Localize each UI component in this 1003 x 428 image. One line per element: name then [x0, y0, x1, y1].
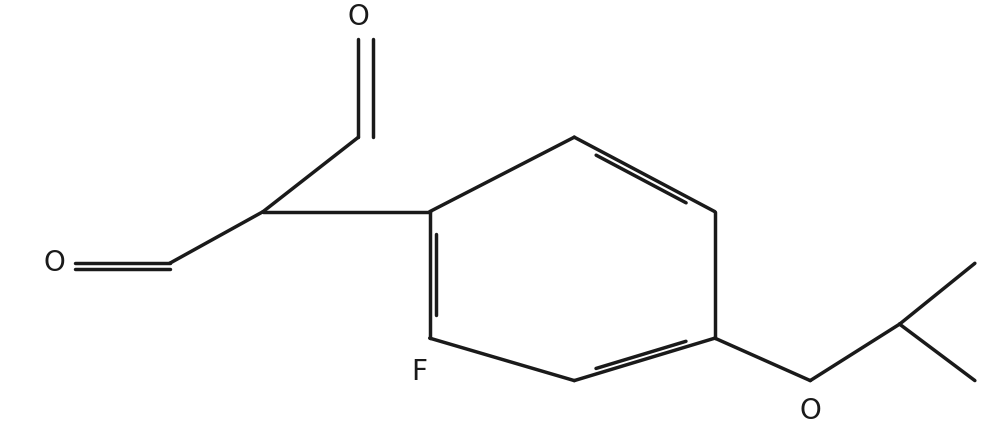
Text: O: O: [798, 397, 820, 425]
Text: O: O: [347, 3, 369, 31]
Text: O: O: [43, 249, 65, 277]
Text: F: F: [411, 358, 427, 386]
